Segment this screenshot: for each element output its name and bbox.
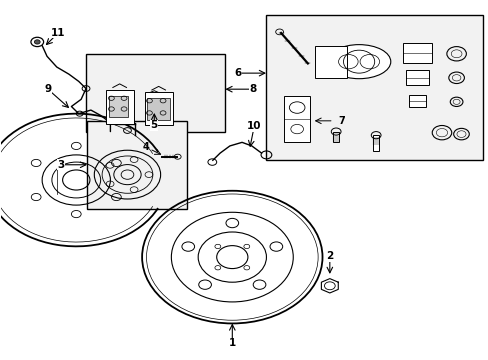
Text: 3: 3 bbox=[57, 160, 64, 170]
Bar bbox=[405, 70, 428, 85]
Circle shape bbox=[34, 40, 40, 44]
Bar bbox=[372, 135, 378, 151]
Text: 5: 5 bbox=[150, 120, 158, 130]
Bar bbox=[266, 15, 483, 160]
Text: 1: 1 bbox=[228, 338, 235, 348]
Text: 6: 6 bbox=[234, 68, 241, 78]
Text: 7: 7 bbox=[338, 116, 345, 126]
Bar bbox=[147, 98, 170, 120]
Polygon shape bbox=[148, 91, 160, 101]
Bar bbox=[86, 54, 224, 132]
Bar bbox=[332, 132, 338, 142]
Ellipse shape bbox=[327, 45, 390, 79]
Text: 9: 9 bbox=[44, 84, 51, 94]
Bar bbox=[402, 43, 431, 63]
Text: 4: 4 bbox=[142, 141, 149, 152]
Bar bbox=[109, 96, 128, 117]
Polygon shape bbox=[321, 279, 338, 293]
Bar bbox=[408, 95, 426, 107]
Bar bbox=[283, 96, 310, 142]
Bar bbox=[87, 121, 187, 209]
Text: 8: 8 bbox=[249, 84, 256, 94]
Text: 11: 11 bbox=[51, 28, 65, 38]
Bar bbox=[315, 45, 346, 78]
Bar bbox=[105, 90, 134, 125]
Text: 10: 10 bbox=[246, 121, 261, 131]
Bar bbox=[144, 92, 172, 125]
Text: 2: 2 bbox=[325, 251, 333, 261]
